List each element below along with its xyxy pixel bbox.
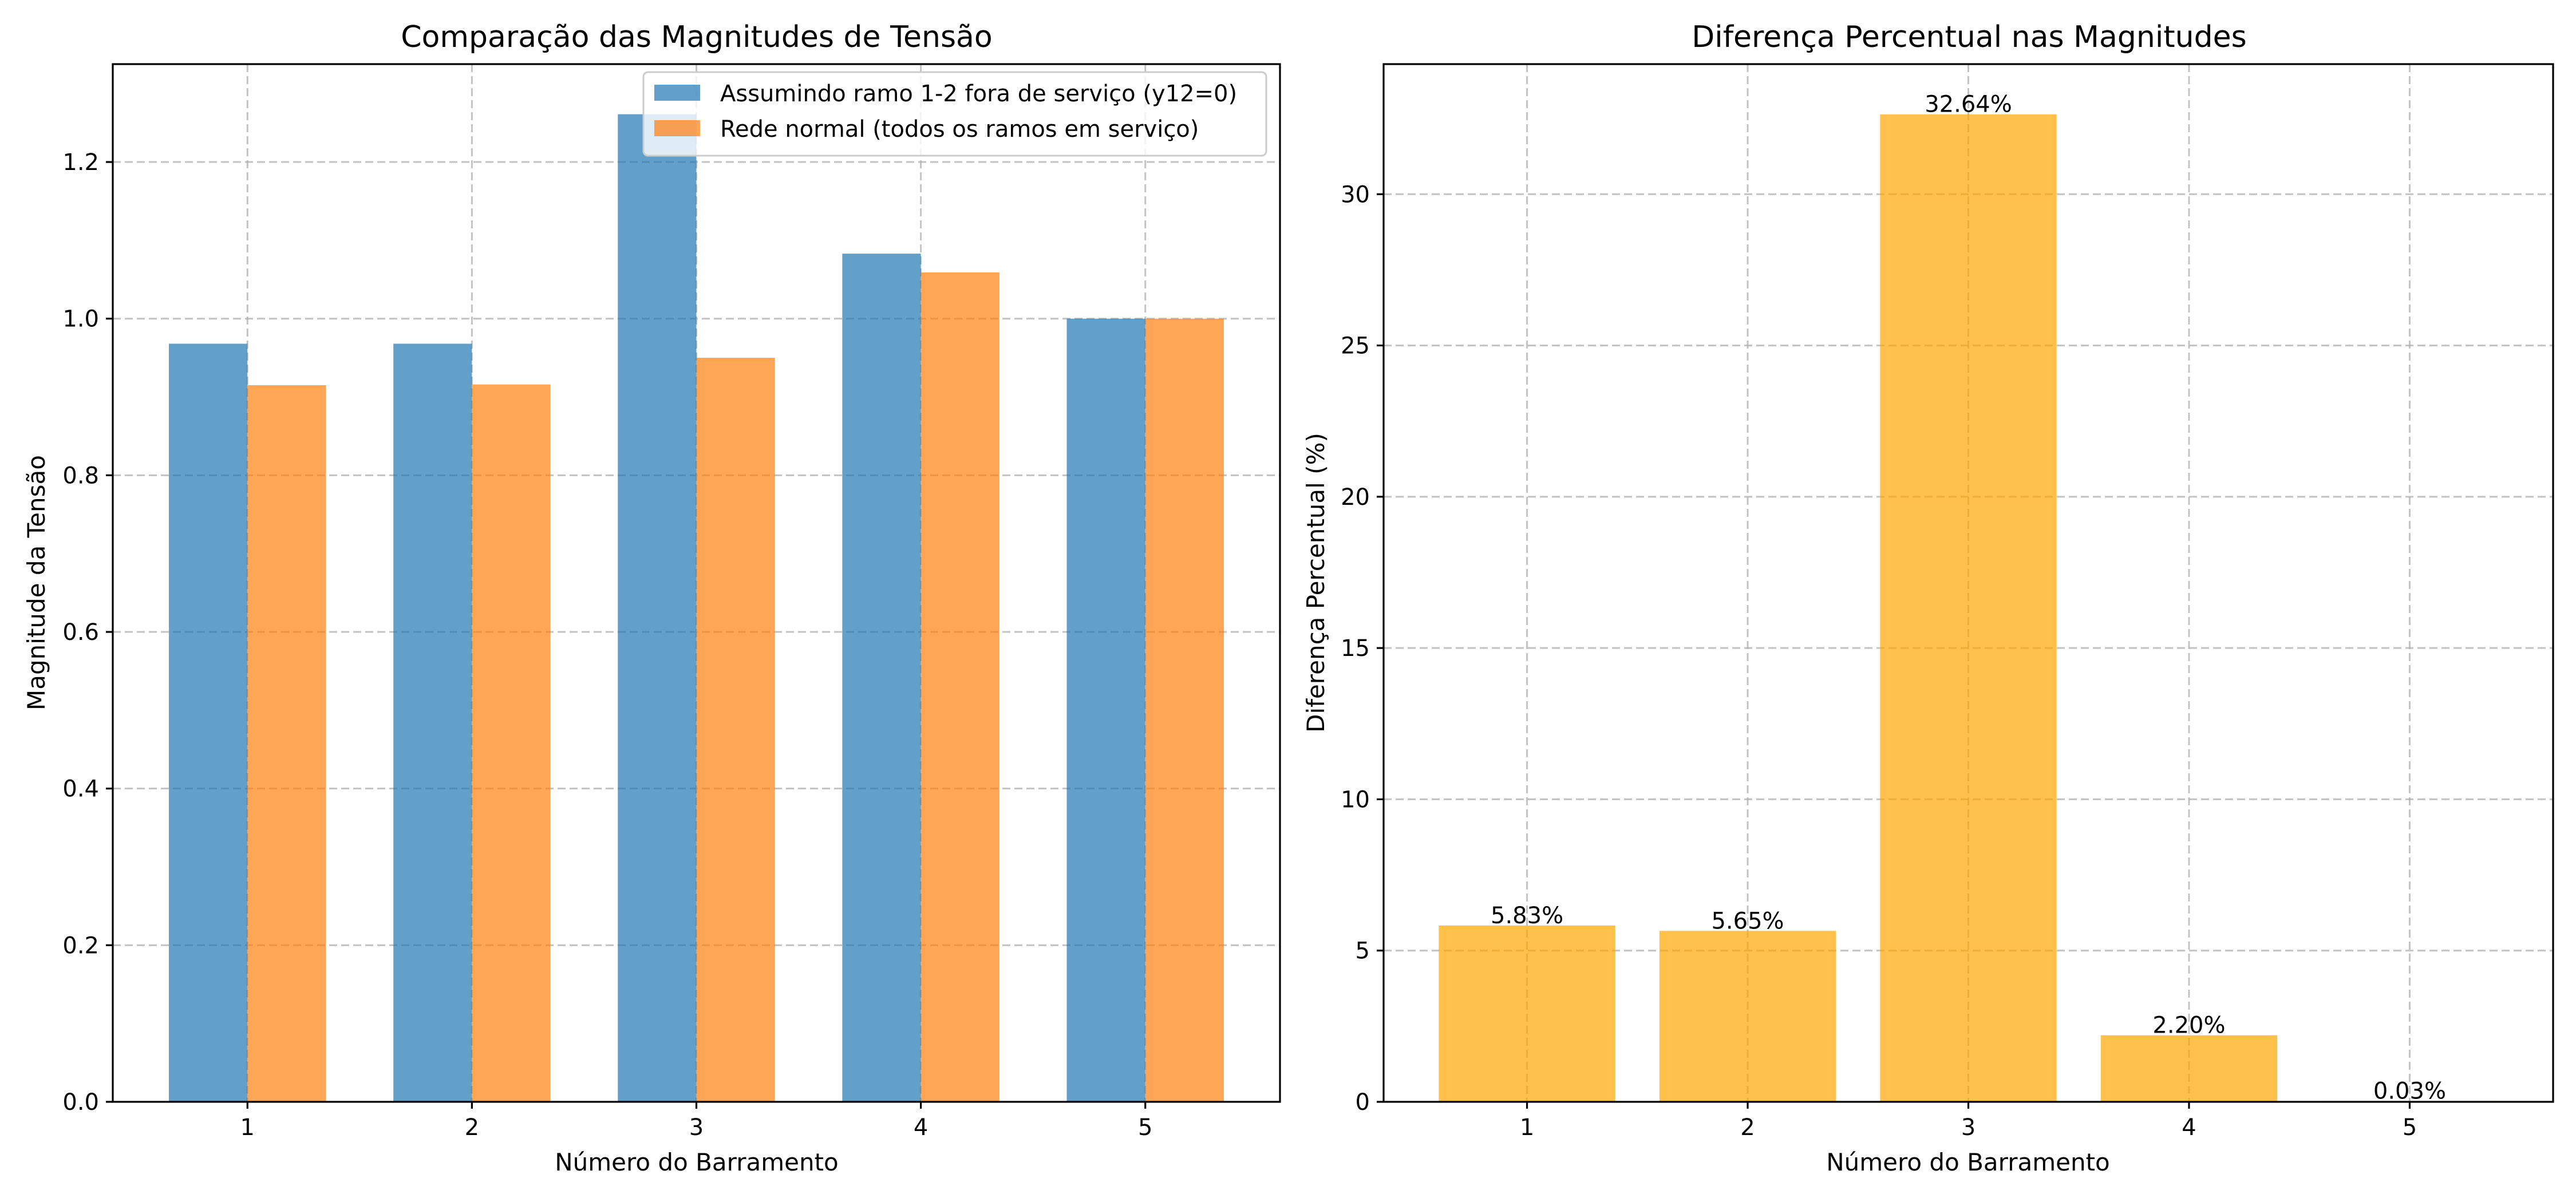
y-tick-label: 1.2: [62, 149, 99, 176]
bar-percent-difference: [1439, 925, 1615, 1102]
data-labels: 5.83% 5.65% 32.64% 2.20% 0.03%: [1491, 92, 2446, 1105]
y-tick-label: 0.2: [62, 932, 99, 959]
bars: [1439, 114, 2498, 1102]
y-tick-label: 30: [1341, 181, 1370, 208]
y-tick-label: 25: [1341, 333, 1370, 359]
bar-value-label: 5.83%: [1491, 903, 1563, 929]
y-tick-label: 1.0: [62, 306, 99, 333]
y-tick-label: 0.6: [62, 619, 99, 646]
bar-value-label: 2.20%: [2152, 1013, 2225, 1039]
bar-normal: [247, 385, 326, 1102]
x-tick-label: 4: [2182, 1114, 2196, 1141]
y-axis-label: Magnitude da Tensão: [22, 455, 50, 710]
y-tick-label: 10: [1341, 786, 1370, 813]
bar-normal: [472, 384, 551, 1102]
y-tick-label: 0.0: [62, 1089, 99, 1116]
bar-percent-difference: [1659, 931, 1836, 1102]
x-tick-label: 1: [1520, 1114, 1534, 1141]
bar-outage: [393, 343, 472, 1102]
legend-swatch-outage: [654, 85, 700, 101]
y-tick-label: 0.8: [62, 462, 99, 489]
legend: Assumindo ramo 1-2 fora de serviço (y12=…: [642, 71, 1267, 157]
bar-value-label: 32.64%: [1925, 92, 2012, 118]
y-axis-ticks: 0 5 10 15 20 25 30: [1341, 181, 1384, 1116]
bar-normal: [920, 272, 999, 1102]
bar-value-label: 0.03%: [2373, 1078, 2446, 1104]
bar-normal: [696, 358, 775, 1102]
legend-label-outage: Assumindo ramo 1-2 fora de serviço (y12=…: [720, 81, 1237, 107]
x-tick-label: 5: [1138, 1114, 1152, 1141]
bar-percent-difference: [1880, 114, 2057, 1102]
y-axis-ticks: 0.0 0.2 0.4 0.6 0.8 1.0 1.2: [62, 149, 113, 1116]
bar-outage: [842, 254, 921, 1102]
bar-outage: [1066, 318, 1145, 1102]
x-tick-label: 3: [1961, 1114, 1976, 1141]
percentage-difference-chart: Diferença Percentual nas Magnitudes 5.83…: [1302, 20, 2554, 1176]
y-tick-label: 20: [1341, 484, 1370, 511]
bar-value-label: 5.65%: [1711, 908, 1784, 934]
y-tick-label: 0: [1356, 1089, 1370, 1116]
bar-outage: [618, 114, 697, 1102]
legend-box: [642, 71, 1267, 157]
y-tick-label: 5: [1356, 938, 1370, 964]
y-axis-label: Diferença Percentual (%): [1302, 433, 1330, 733]
legend-label-normal: Rede normal (todos os ramos em serviço): [720, 116, 1199, 143]
x-tick-label: 5: [2403, 1114, 2417, 1141]
bar-normal: [1145, 318, 1224, 1102]
x-tick-label: 4: [914, 1114, 928, 1141]
bar-outage: [169, 343, 248, 1102]
legend-swatch-normal: [654, 120, 700, 136]
x-tick-label: 2: [465, 1114, 479, 1141]
x-axis-ticks: 1 2 3 4 5: [240, 1102, 1152, 1141]
x-tick-label: 1: [240, 1114, 255, 1141]
y-tick-label: 0.4: [62, 776, 99, 802]
bar-percent-difference: [2100, 1035, 2278, 1102]
y-tick-label: 15: [1341, 635, 1370, 662]
x-tick-label: 3: [689, 1114, 704, 1141]
x-axis-label: Número do Barramento: [555, 1148, 839, 1176]
x-tick-label: 2: [1740, 1114, 1755, 1141]
voltage-comparison-chart: Comparação das Magnitudes de Tensão 1 2 3 4…: [22, 20, 1281, 1176]
bars: [169, 114, 1224, 1102]
x-axis-ticks: 1 2 3 4 5: [1520, 1102, 2417, 1141]
chart-title: Diferença Percentual nas Magnitudes: [1692, 20, 2246, 54]
x-axis-label: Número do Barramento: [1826, 1148, 2110, 1176]
chart-title: Comparação das Magnitudes de Tensão: [401, 20, 992, 54]
